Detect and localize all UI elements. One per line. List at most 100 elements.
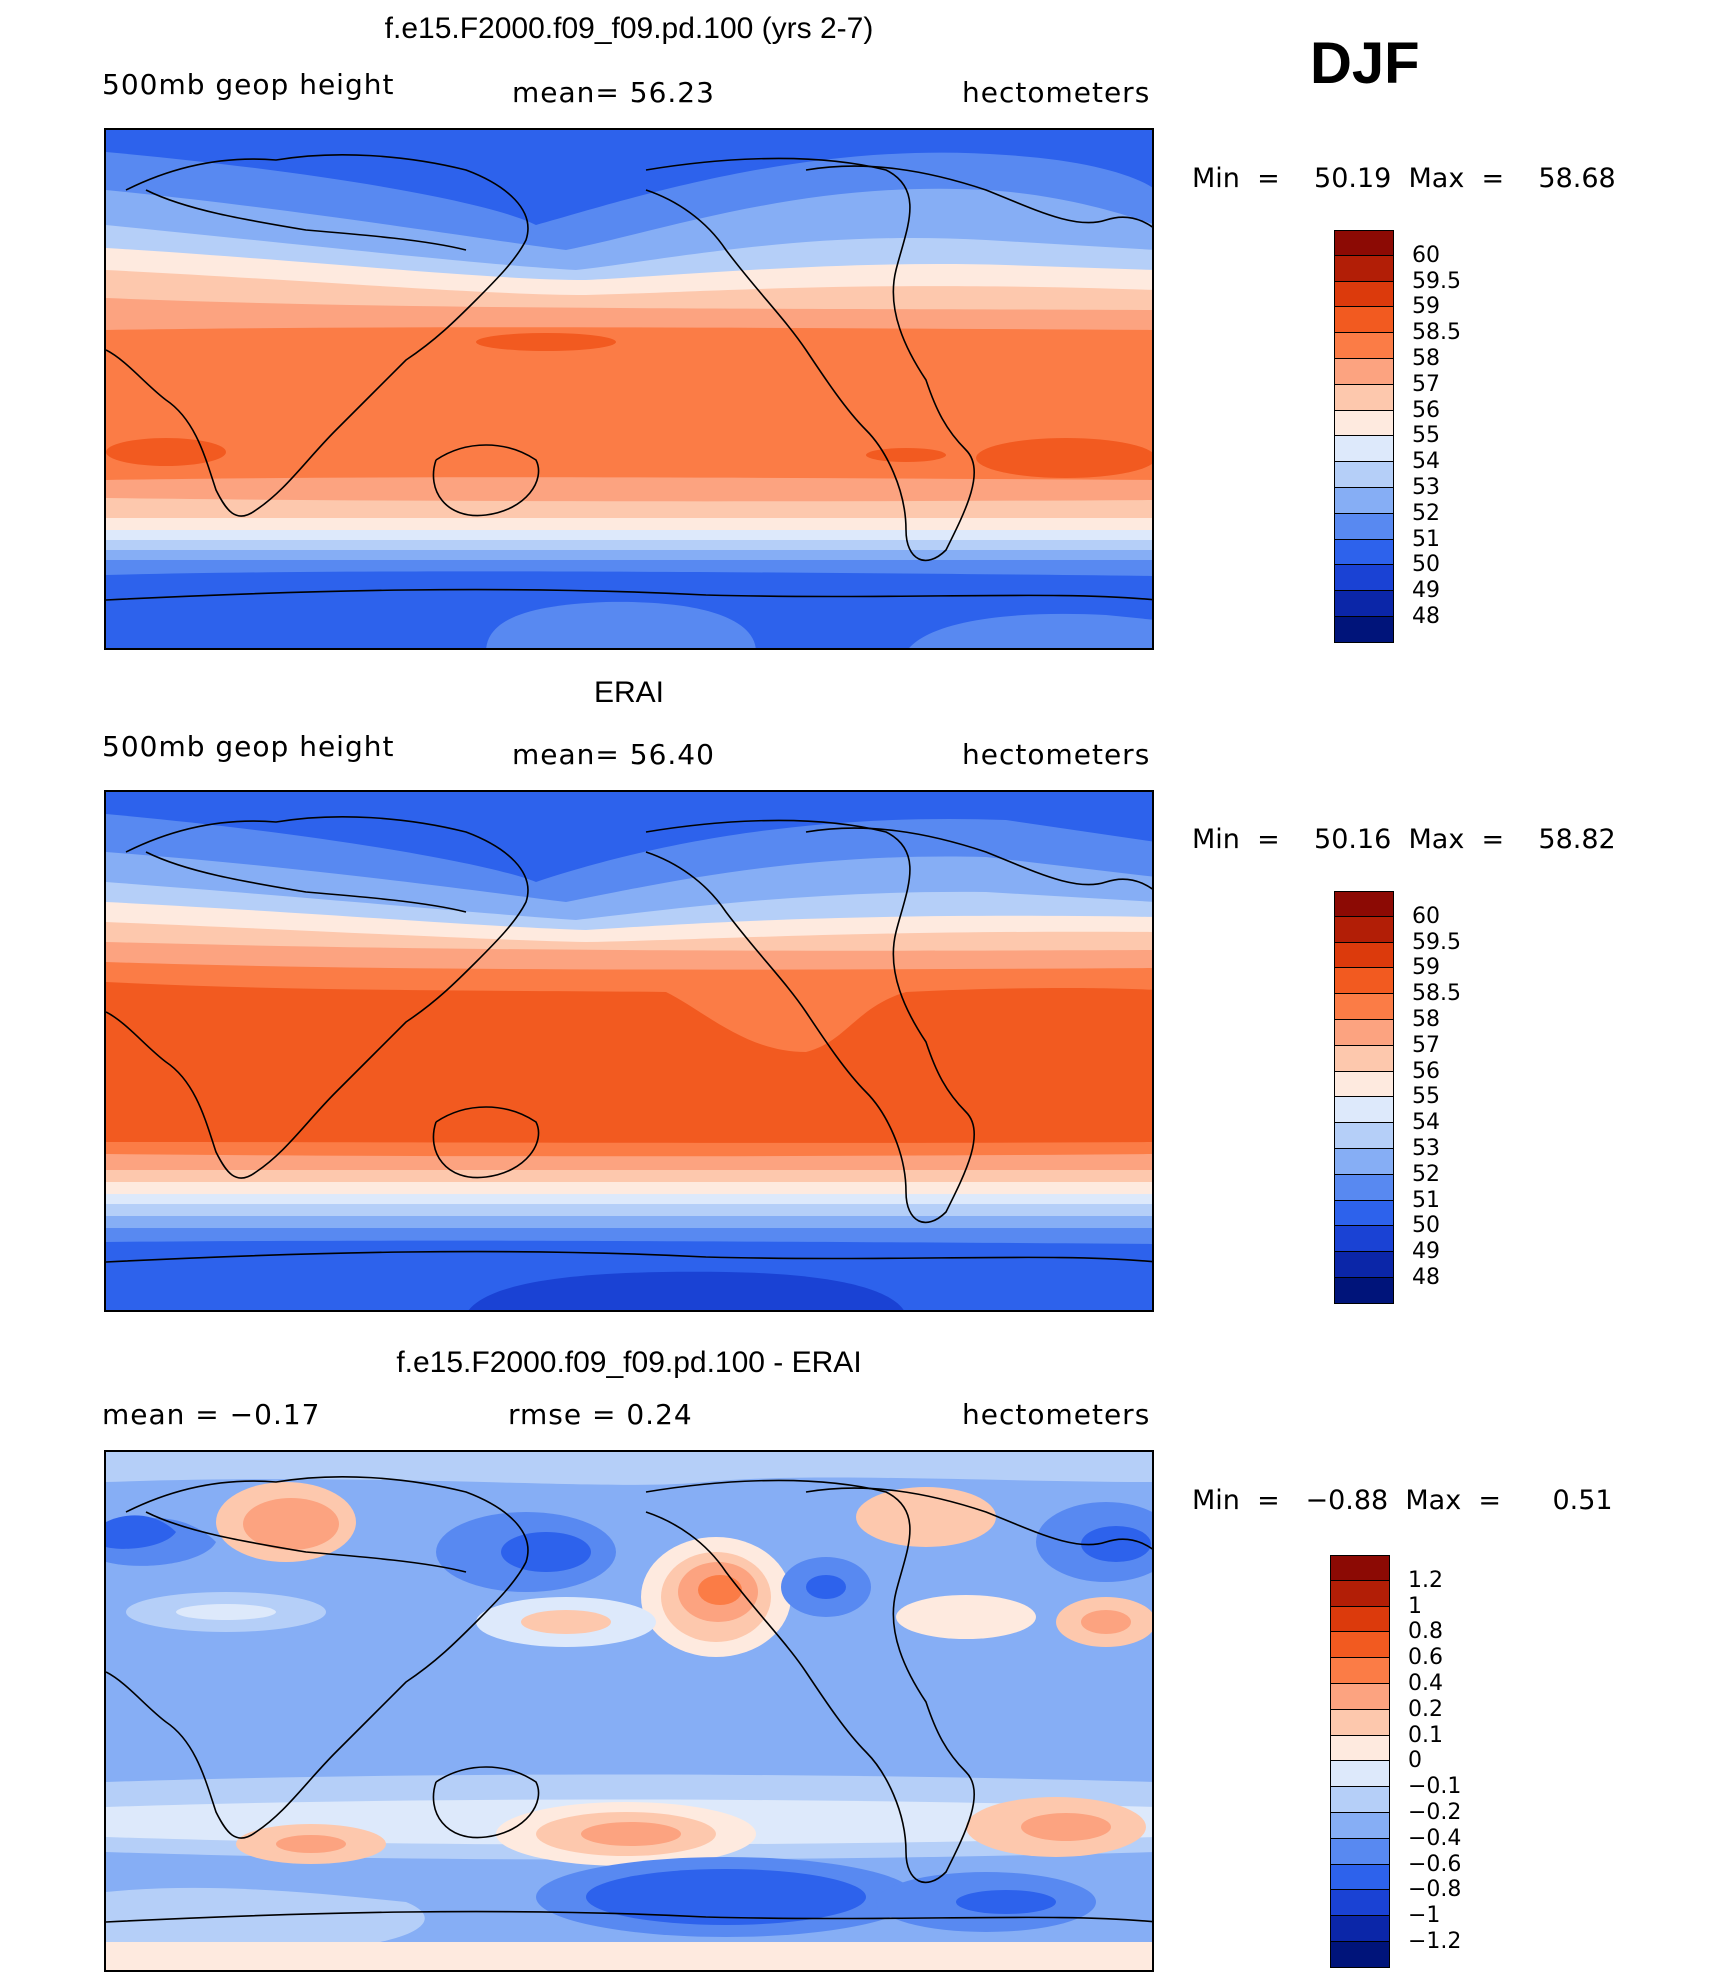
panel-1-title: f.e15.F2000.f09_f09.pd.100 (yrs 2-7) — [384, 12, 874, 45]
colorbar-swatch — [1330, 1606, 1390, 1633]
colorbar-swatch — [1330, 1890, 1390, 1917]
colorbar-tick-label: 0.4 — [1408, 1671, 1443, 1696]
colorbar-swatch — [1330, 1838, 1390, 1865]
colorbar-swatch — [1334, 307, 1394, 334]
colorbar-swatch — [1334, 1200, 1394, 1227]
colorbar-tick-label: 57 — [1412, 1032, 1440, 1058]
colorbar-tick-label: 52 — [1412, 500, 1440, 526]
colorbar-frame — [1334, 230, 1394, 643]
colorbar-swatch — [1330, 1632, 1390, 1659]
colorbar-swatch — [1334, 891, 1394, 917]
colorbar-swatch — [1330, 1658, 1390, 1684]
colorbar-tick-label: 0.2 — [1408, 1696, 1443, 1722]
colorbar-tick-label: −0.6 — [1408, 1851, 1462, 1877]
colorbar-swatch — [1334, 281, 1394, 308]
colorbar-swatch — [1334, 539, 1394, 566]
panel-3-contour-field — [106, 1452, 1152, 1970]
colorbar-tick-label: 1.2 — [1408, 1567, 1443, 1593]
colorbar-swatch — [1334, 1174, 1394, 1201]
panel-2-variable-label: 500mb geop height — [102, 730, 395, 763]
colorbar-swatch — [1334, 994, 1394, 1020]
colorbar-swatch — [1334, 591, 1394, 617]
colorbar-tick-label: −1 — [1408, 1903, 1441, 1929]
colorbar-tick-label: 0.8 — [1408, 1619, 1443, 1645]
colorbar-tick-label: 48 — [1412, 604, 1440, 629]
colorbar-swatch — [1330, 1580, 1390, 1607]
colorbar-tick-label: 59.5 — [1412, 268, 1461, 294]
colorbar-swatch — [1330, 1555, 1390, 1581]
colorbar-swatch — [1334, 1226, 1394, 1253]
panel-3-title: f.e15.F2000.f09_f09.pd.100 - ERAI — [396, 1346, 862, 1379]
season-label: DJF — [1310, 31, 1420, 96]
colorbar-swatch — [1334, 916, 1394, 943]
colorbar-tick-label: 0 — [1408, 1748, 1422, 1774]
colorbar-tick-label: 55 — [1412, 423, 1440, 449]
colorbar-tick-label: 56 — [1412, 397, 1440, 423]
colorbar-swatch — [1334, 384, 1394, 411]
colorbar-swatch — [1334, 1252, 1394, 1278]
panel-1-variable-label: 500mb geop height — [102, 68, 395, 101]
panel-2-mean-label: mean= 56.40 — [512, 738, 715, 771]
colorbar-swatch — [1330, 1709, 1390, 1736]
colorbar-swatch — [1334, 333, 1394, 359]
colorbar-tick-label: 57 — [1412, 371, 1440, 397]
colorbar-swatch — [1334, 1045, 1394, 1072]
panel-1-contour-field — [106, 130, 1152, 648]
colorbar-swatch — [1330, 1761, 1390, 1788]
colorbar-tick-label: 58.5 — [1412, 320, 1461, 346]
colorbar-tick-label: 48 — [1412, 1265, 1440, 1290]
colorbar-tick-label: 59 — [1412, 955, 1440, 981]
colorbar-swatch — [1334, 1071, 1394, 1098]
colorbar-swatch — [1334, 462, 1394, 488]
colorbar-tick-label: 49 — [1412, 1239, 1440, 1265]
colorbar-tick-label: 49 — [1412, 578, 1440, 604]
colorbar-swatch — [1334, 1278, 1394, 1304]
panel-1-map — [104, 128, 1154, 650]
colorbar-tick-label: 52 — [1412, 1161, 1440, 1187]
colorbar-swatch — [1334, 1123, 1394, 1149]
colorbar-swatch — [1330, 1864, 1390, 1891]
colorbar-tick-label: 58 — [1412, 1007, 1440, 1032]
colorbar-swatch — [1334, 410, 1394, 437]
panel-1-minmax: Min = 50.19 Max = 58.68 — [1192, 163, 1616, 194]
colorbar-frame — [1330, 1555, 1390, 1968]
colorbar-swatch — [1334, 1097, 1394, 1124]
colorbar-swatch — [1334, 942, 1394, 969]
colorbar-tick-label: 58.5 — [1412, 981, 1461, 1007]
panel-2-title: ERAI — [593, 676, 665, 709]
colorbar-tick-label: 54 — [1412, 449, 1440, 475]
colorbar-tick-label: 51 — [1412, 526, 1440, 552]
colorbar-swatch — [1330, 1916, 1390, 1942]
panel-3-mean-label: mean = −0.17 — [102, 1398, 321, 1431]
panel-3-minmax: Min = −0.88 Max = 0.51 — [1192, 1485, 1613, 1516]
colorbar-swatch — [1334, 1149, 1394, 1175]
colorbar-tick-label: −0.1 — [1408, 1774, 1462, 1800]
panel-3-units-label: hectometers — [962, 1398, 1151, 1431]
colorbar-tick-label: 50 — [1412, 1213, 1440, 1239]
colorbar-tick-label: −1.2 — [1408, 1929, 1462, 1954]
colorbar-tick-label: 55 — [1412, 1084, 1440, 1110]
colorbar-swatch — [1334, 255, 1394, 282]
panel-2-minmax: Min = 50.16 Max = 58.82 — [1192, 824, 1616, 855]
colorbar-tick-label: 60 — [1412, 903, 1440, 929]
panel-2-contour-field — [106, 792, 1152, 1310]
colorbar-swatch — [1330, 1942, 1390, 1968]
colorbar-swatch — [1330, 1735, 1390, 1762]
colorbar-swatch — [1334, 513, 1394, 540]
colorbar-tick-label: 58 — [1412, 346, 1440, 371]
colorbar-swatch — [1334, 488, 1394, 514]
colorbar-tick-label: −0.4 — [1408, 1825, 1462, 1851]
colorbar-tick-label: 59 — [1412, 294, 1440, 320]
panel-3-map — [104, 1450, 1154, 1972]
colorbar-tick-label: 56 — [1412, 1058, 1440, 1084]
colorbar-swatch — [1334, 1020, 1394, 1046]
colorbar-tick-label: 1 — [1408, 1593, 1422, 1619]
colorbar-tick-label: 54 — [1412, 1110, 1440, 1136]
panel-3-rmse-label: rmse = 0.24 — [508, 1398, 693, 1431]
colorbar-swatch — [1330, 1813, 1390, 1839]
colorbar-swatch — [1334, 968, 1394, 995]
colorbar-swatch — [1334, 565, 1394, 592]
colorbar-tick-label: 53 — [1412, 1136, 1440, 1161]
colorbar-tick-label: 0.6 — [1408, 1645, 1443, 1671]
panel-2-units-label: hectometers — [962, 738, 1151, 771]
